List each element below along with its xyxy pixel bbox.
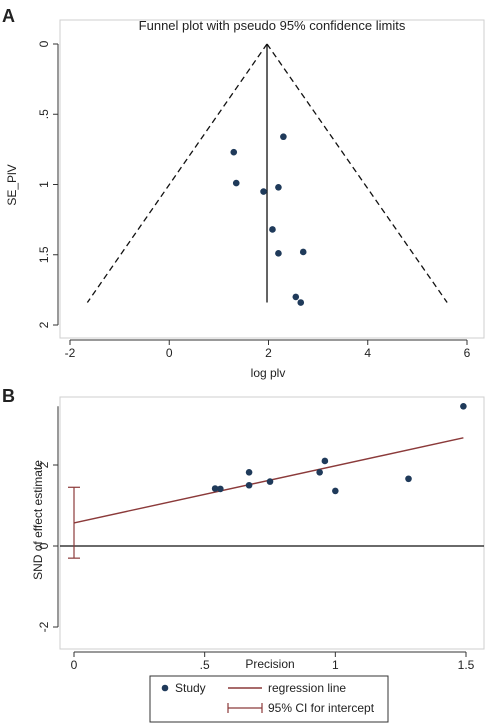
data-point bbox=[275, 250, 282, 257]
data-point bbox=[217, 485, 224, 493]
y-axis-a: 0 .5 1 1.5 2 bbox=[37, 40, 59, 328]
data-point bbox=[266, 478, 274, 485]
data-point bbox=[460, 402, 467, 410]
legend-label-ci: 95% CI for intercept bbox=[268, 701, 375, 715]
data-point bbox=[292, 293, 300, 301]
data-point bbox=[230, 148, 238, 156]
x-axis-a: -2 0 2 4 6 bbox=[65, 339, 471, 360]
x-tick-label: 0 bbox=[166, 346, 173, 360]
ci-upper-line bbox=[266, 43, 448, 303]
x-tick-label: -2 bbox=[65, 346, 76, 360]
x-tick-label: 4 bbox=[364, 346, 371, 360]
data-point bbox=[245, 468, 253, 476]
y-tick-label: 2 bbox=[37, 321, 51, 328]
y-axis-title-b: SND of effect estimate bbox=[31, 460, 45, 580]
x-axis-b: 0 .5 1 1.5 bbox=[71, 651, 475, 672]
y-tick-label: 2 bbox=[37, 461, 51, 468]
y-tick-label: 0 bbox=[37, 542, 51, 549]
x-tick-label: 0 bbox=[71, 658, 78, 672]
y-tick-label: 0 bbox=[37, 40, 51, 47]
x-axis-title-a: log plv bbox=[251, 366, 286, 380]
data-point bbox=[321, 457, 329, 465]
panel-letter-a: A bbox=[2, 6, 15, 26]
data-point bbox=[332, 487, 339, 495]
x-tick-label: 2 bbox=[265, 346, 272, 360]
y-axis-title-a: SE_PlV bbox=[5, 164, 19, 205]
data-point bbox=[260, 188, 267, 195]
data-point bbox=[211, 485, 219, 492]
y-tick-label: .5 bbox=[37, 109, 51, 119]
data-point bbox=[232, 179, 240, 187]
panel-b: B 0 .5 1 1.5 -2 0 2 Precision SND of effect e… bbox=[2, 386, 485, 723]
panel-a: A Funnel plot with pseudo 95% confidence… bbox=[2, 6, 485, 380]
x-tick-label: 1.5 bbox=[458, 658, 475, 672]
data-point bbox=[316, 468, 323, 476]
plot-area-a bbox=[59, 19, 485, 339]
data-point bbox=[275, 184, 282, 191]
funnel-marks bbox=[86, 43, 448, 306]
y-tick-label: 1 bbox=[37, 181, 51, 188]
data-point bbox=[405, 475, 412, 483]
legend-label-study: Study bbox=[175, 681, 206, 695]
y-tick-label: 1.5 bbox=[37, 246, 51, 263]
y-tick-label: -2 bbox=[37, 621, 51, 632]
data-point bbox=[297, 299, 305, 306]
data-point bbox=[269, 226, 276, 233]
x-tick-label: 1 bbox=[332, 658, 339, 672]
x-axis-title-b: Precision bbox=[245, 657, 294, 671]
y-axis-b: -2 0 2 bbox=[37, 406, 59, 632]
legend: Study regression line 95% CI for intercept bbox=[149, 675, 389, 723]
data-point bbox=[299, 248, 307, 256]
plot-area-b bbox=[59, 396, 485, 650]
legend-box bbox=[149, 675, 389, 723]
data-point bbox=[280, 133, 287, 141]
x-tick-label: .5 bbox=[200, 658, 210, 672]
panel-letter-b: B bbox=[2, 386, 15, 406]
data-point bbox=[245, 481, 253, 489]
x-tick-label: 6 bbox=[464, 346, 471, 360]
regression-marks bbox=[60, 402, 484, 559]
legend-label-regression: regression line bbox=[268, 681, 346, 695]
ci-lower-line bbox=[86, 43, 268, 303]
legend-swatch-point bbox=[161, 684, 169, 692]
chart-title-a: Funnel plot with pseudo 95% confidence l… bbox=[139, 18, 406, 33]
